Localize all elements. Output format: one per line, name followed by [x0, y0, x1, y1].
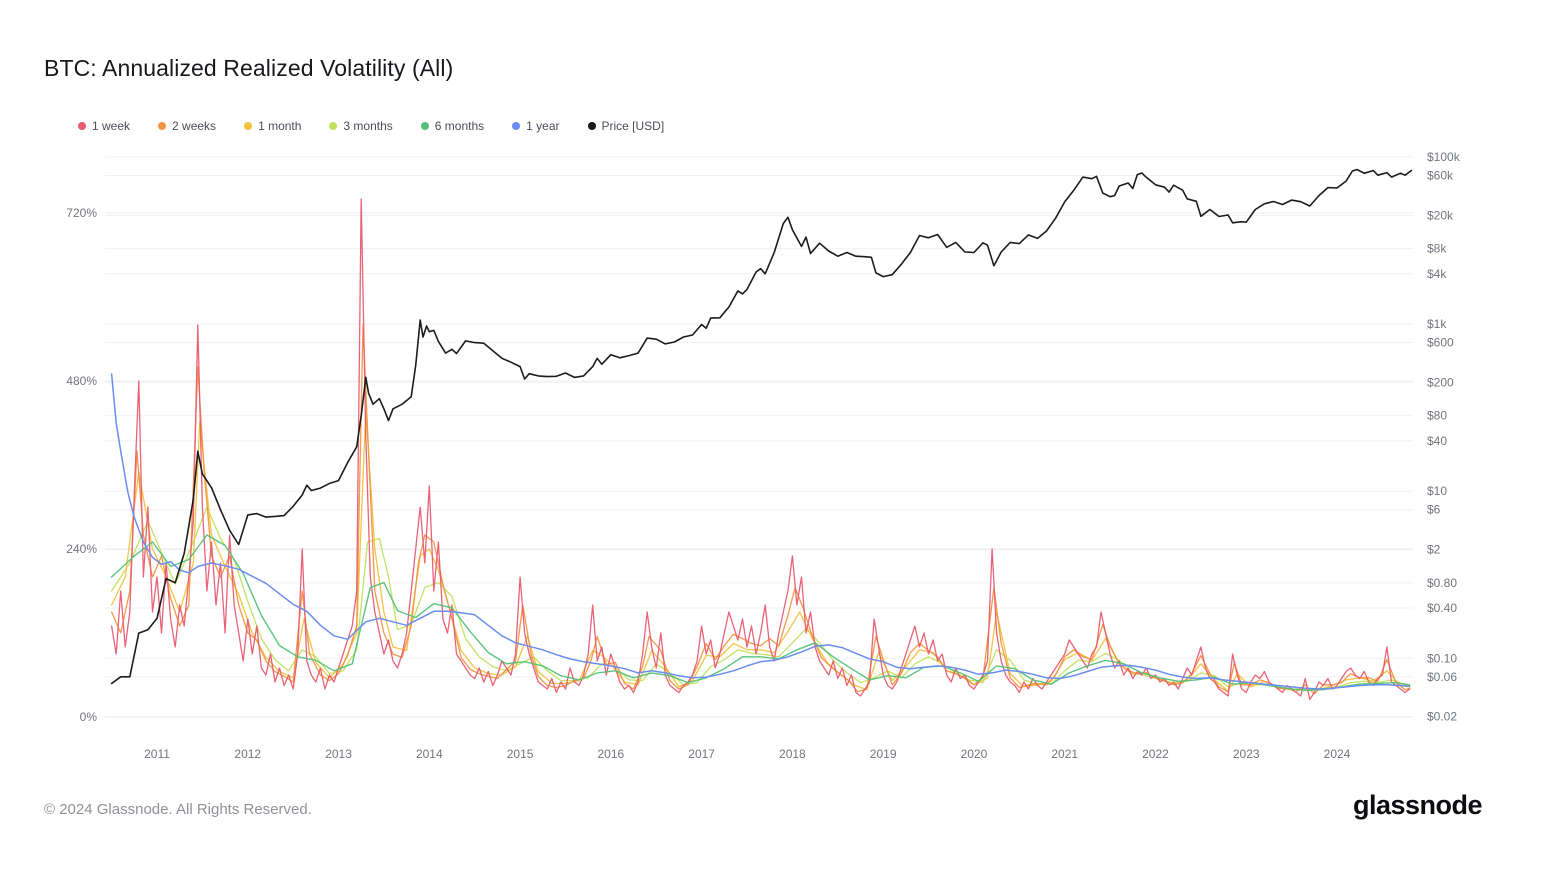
- legend-label: 1 month: [258, 119, 302, 133]
- y-left-tick-label: 240%: [66, 542, 97, 556]
- legend-label: 2 weeks: [172, 119, 217, 133]
- legend-label: 1 week: [92, 119, 131, 133]
- y-right-tick-label: $600: [1427, 336, 1454, 350]
- x-tick-label: 2016: [597, 747, 624, 761]
- series-1-year: [110, 373, 1411, 690]
- legend-dot-icon: [158, 122, 167, 130]
- x-tick-label: 2015: [507, 747, 534, 761]
- legend-label: Price [USD]: [601, 119, 665, 133]
- y-left-tick-label: 0%: [80, 710, 98, 724]
- legend-dot-icon: [587, 122, 596, 130]
- x-tick-label: 2024: [1324, 747, 1351, 761]
- page-title: BTC: Annualized Realized Volatility (All…: [44, 55, 454, 82]
- y-right-tick-label: $0.02: [1427, 710, 1457, 724]
- y-right-tick-label: $10: [1427, 484, 1447, 498]
- legend-label: 1 year: [526, 119, 560, 133]
- y-right-tick-label: $0.10: [1427, 651, 1457, 665]
- legend-item-1-week[interactable]: 1 week: [78, 119, 130, 133]
- x-tick-label: 2020: [961, 747, 988, 761]
- x-tick-label: 2012: [234, 747, 261, 761]
- legend-dot-icon: [78, 122, 86, 130]
- legend-dot-icon: [420, 122, 429, 130]
- y-right-tick-label: $8k: [1427, 242, 1447, 256]
- x-tick-label: 2022: [1142, 747, 1169, 761]
- x-tick-label: 2019: [870, 747, 897, 761]
- x-tick-label: 2017: [688, 747, 715, 761]
- legend-item-2-weeks[interactable]: 2 weeks: [158, 119, 216, 133]
- y-right-tick-label: $1k: [1427, 317, 1447, 331]
- series-3-months: [110, 506, 1411, 691]
- copyright-text: © 2024 Glassnode. All Rights Reserved.: [44, 801, 312, 818]
- y-right-tick-label: $100k: [1427, 150, 1461, 164]
- legend-label: 6 months: [434, 119, 485, 133]
- y-right-tick-label: $0.80: [1427, 576, 1457, 590]
- y-right-tick-label: $0.40: [1427, 601, 1457, 615]
- legend-dot-icon: [512, 122, 521, 130]
- y-left-tick-label: 480%: [66, 374, 97, 388]
- legend-dot-icon: [244, 122, 253, 130]
- legend-item-3-months[interactable]: 3 months: [329, 119, 393, 133]
- series-1-week: [110, 198, 1411, 701]
- x-tick-label: 2023: [1233, 747, 1260, 761]
- x-tick-label: 2021: [1051, 747, 1078, 761]
- x-tick-label: 2014: [416, 747, 443, 761]
- y-right-tick-label: $4k: [1427, 267, 1447, 281]
- legend: 1 week 2 weeks 1 month 3 months 6 months 1 ye…: [78, 119, 664, 133]
- x-tick-label: 2013: [325, 747, 352, 761]
- legend-item-price-usd[interactable]: Price [USD]: [587, 119, 665, 133]
- x-tick-label: 2018: [779, 747, 806, 761]
- y-right-tick-label: $20k: [1427, 208, 1454, 222]
- glassnode-logo: glassnode: [1352, 790, 1483, 820]
- y-right-tick-label: $200: [1427, 375, 1454, 389]
- y-right-tick-label: $80: [1427, 409, 1447, 423]
- series-6-months: [110, 534, 1411, 692]
- y-left-tick-label: 720%: [66, 206, 97, 220]
- y-right-tick-label: $0.06: [1427, 670, 1457, 684]
- y-right-tick-label: $2: [1427, 543, 1441, 557]
- y-right-tick-label: $6: [1427, 503, 1441, 517]
- legend-item-1-month[interactable]: 1 month: [244, 119, 301, 133]
- series-price-usd: [110, 168, 1413, 685]
- legend-item-1-year[interactable]: 1 year: [512, 119, 560, 133]
- legend-dot-icon: [329, 122, 338, 130]
- y-right-tick-label: $60k: [1427, 169, 1454, 183]
- x-tick-label: 2011: [144, 747, 170, 761]
- legend-label: 3 months: [343, 119, 393, 133]
- y-right-tick-label: $40: [1427, 434, 1447, 448]
- legend-item-6-months[interactable]: 6 months: [420, 119, 485, 133]
